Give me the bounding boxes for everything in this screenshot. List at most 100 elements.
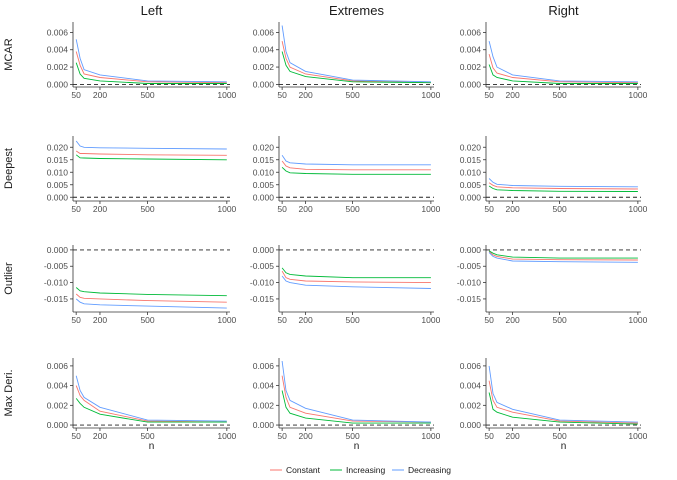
- y-tick-label-max-deri-left: 0.002: [47, 400, 69, 410]
- x-tick-label-deepest-extremes: 500: [345, 204, 359, 214]
- x-tick-label-max-deri-right: 50: [484, 431, 494, 441]
- x-tick-label-outlier-right: 200: [506, 315, 520, 325]
- y-tick-label-max-deri-extremes: 0.006: [253, 361, 275, 371]
- column-title-extremes: Extremes: [329, 3, 384, 18]
- series-line-constant-max-deri-extremes: [281, 375, 431, 423]
- series-line-increasing-max-deri-left: [75, 398, 227, 423]
- y-tick-label-max-deri-left: 0.006: [47, 361, 69, 371]
- x-tick-label-mcar-right: 200: [506, 90, 520, 100]
- series-line-decreasing-deepest-extremes: [281, 155, 431, 166]
- y-tick-label-outlier-left: -0.005: [44, 261, 68, 271]
- y-tick-label-mcar-right: 0.002: [460, 62, 482, 72]
- series-line-constant-mcar-right: [488, 53, 638, 84]
- series-line-increasing-mcar-left: [75, 62, 227, 84]
- legend-label-constant: Constant: [286, 465, 321, 475]
- series-line-decreasing-mcar-right: [488, 40, 638, 83]
- series-line-increasing-max-deri-right: [488, 392, 638, 425]
- y-tick-label-deepest-extremes: 0.015: [253, 155, 275, 165]
- x-tick-label-mcar-extremes: 500: [345, 90, 359, 100]
- x-tick-label-deepest-left: 1000: [217, 204, 236, 214]
- x-tick-label-deepest-right: 200: [506, 204, 520, 214]
- x-tick-label-max-deri-left: 200: [93, 431, 107, 441]
- y-tick-label-max-deri-extremes: 0.004: [253, 381, 275, 391]
- y-tick-label-deepest-extremes: 0.010: [253, 167, 275, 177]
- series-line-decreasing-max-deri-left: [75, 375, 227, 422]
- y-tick-label-max-deri-extremes: 0.000: [253, 420, 275, 430]
- series-line-constant-max-deri-left: [75, 385, 227, 423]
- x-tick-label-mcar-right: 50: [484, 90, 494, 100]
- x-tick-label-max-deri-extremes: 200: [299, 431, 313, 441]
- series-line-constant-outlier-extremes: [281, 270, 431, 284]
- y-tick-label-mcar-extremes: 0.004: [253, 45, 275, 55]
- x-tick-label-max-deri-extremes: 500: [345, 431, 359, 441]
- series-line-decreasing-deepest-right: [488, 178, 638, 188]
- y-tick-label-deepest-extremes: 0.000: [253, 192, 275, 202]
- x-tick-label-outlier-right: 500: [552, 315, 566, 325]
- y-tick-label-deepest-right: 0.015: [460, 155, 482, 165]
- x-tick-label-deepest-left: 50: [71, 204, 81, 214]
- y-tick-label-max-deri-extremes: 0.002: [253, 400, 275, 410]
- series-line-decreasing-outlier-right: [488, 252, 638, 263]
- series-line-increasing-outlier-right: [488, 250, 638, 259]
- x-tick-label-outlier-left: 200: [93, 315, 107, 325]
- x-tick-label-outlier-left: 500: [140, 315, 154, 325]
- series-line-increasing-outlier-left: [75, 287, 227, 297]
- row-title-outlier: Outlier: [3, 262, 15, 295]
- x-tick-label-max-deri-extremes: 50: [277, 431, 287, 441]
- y-tick-label-mcar-right: 0.000: [460, 79, 482, 89]
- y-tick-label-mcar-extremes: 0.000: [253, 79, 275, 89]
- series-line-constant-deepest-left: [75, 150, 227, 156]
- y-tick-label-mcar-right: 0.004: [460, 45, 482, 55]
- y-tick-label-deepest-left: 0.020: [47, 142, 69, 152]
- y-tick-label-deepest-extremes: 0.005: [253, 180, 275, 190]
- y-tick-label-max-deri-right: 0.000: [460, 420, 482, 430]
- series-line-increasing-outlier-extremes: [281, 267, 431, 279]
- x-tick-label-deepest-left: 500: [140, 204, 154, 214]
- x-tick-label-mcar-extremes: 50: [277, 90, 287, 100]
- y-tick-label-outlier-extremes: -0.015: [250, 294, 274, 304]
- series-line-constant-mcar-extremes: [281, 41, 431, 84]
- y-tick-label-deepest-left: 0.010: [47, 167, 69, 177]
- column-title-right: Right: [548, 3, 579, 18]
- x-tick-label-deepest-right: 50: [484, 204, 494, 214]
- x-tick-label-mcar-extremes: 200: [299, 90, 313, 100]
- series-line-decreasing-deepest-left: [75, 140, 227, 150]
- x-tick-label-deepest-extremes: 50: [277, 204, 287, 214]
- row-title-deepest: Deepest: [3, 148, 15, 189]
- x-tick-label-max-deri-left: 500: [140, 431, 154, 441]
- y-tick-label-deepest-right: 0.010: [460, 167, 482, 177]
- x-tick-label-mcar-right: 500: [552, 90, 566, 100]
- x-axis-title-left: n: [149, 441, 155, 452]
- series-line-decreasing-max-deri-extremes: [281, 360, 431, 423]
- y-tick-label-mcar-extremes: 0.006: [253, 27, 275, 37]
- x-tick-label-outlier-right: 50: [484, 315, 494, 325]
- y-tick-label-outlier-right: -0.010: [457, 278, 481, 288]
- y-tick-label-deepest-left: 0.000: [47, 192, 69, 202]
- series-line-decreasing-outlier-extremes: [281, 275, 431, 289]
- series-line-constant-max-deri-right: [488, 380, 638, 424]
- y-tick-label-deepest-left: 0.015: [47, 155, 69, 165]
- y-tick-label-mcar-left: 0.006: [47, 27, 69, 37]
- y-tick-label-outlier-right: -0.015: [457, 294, 481, 304]
- x-tick-label-deepest-extremes: 1000: [421, 204, 440, 214]
- y-tick-label-max-deri-right: 0.004: [460, 381, 482, 391]
- x-tick-label-deepest-extremes: 200: [299, 204, 313, 214]
- series-line-constant-outlier-right: [488, 251, 638, 261]
- series-line-decreasing-max-deri-right: [488, 365, 638, 423]
- y-tick-label-max-deri-left: 0.000: [47, 420, 69, 430]
- legend-label-decreasing: Decreasing: [408, 465, 451, 475]
- x-tick-label-outlier-extremes: 1000: [421, 315, 440, 325]
- series-line-increasing-max-deri-extremes: [281, 390, 431, 424]
- series-line-increasing-deepest-extremes: [281, 166, 431, 175]
- y-tick-label-mcar-left: 0.000: [47, 79, 69, 89]
- x-tick-label-deepest-right: 1000: [628, 204, 647, 214]
- x-tick-label-max-deri-right: 1000: [628, 431, 647, 441]
- x-tick-label-max-deri-extremes: 1000: [421, 431, 440, 441]
- x-tick-label-deepest-left: 200: [93, 204, 107, 214]
- x-tick-label-outlier-right: 1000: [628, 315, 647, 325]
- x-tick-label-outlier-extremes: 50: [277, 315, 287, 325]
- x-tick-label-deepest-right: 500: [552, 204, 566, 214]
- x-tick-label-mcar-left: 200: [93, 90, 107, 100]
- x-tick-label-mcar-left: 500: [140, 90, 154, 100]
